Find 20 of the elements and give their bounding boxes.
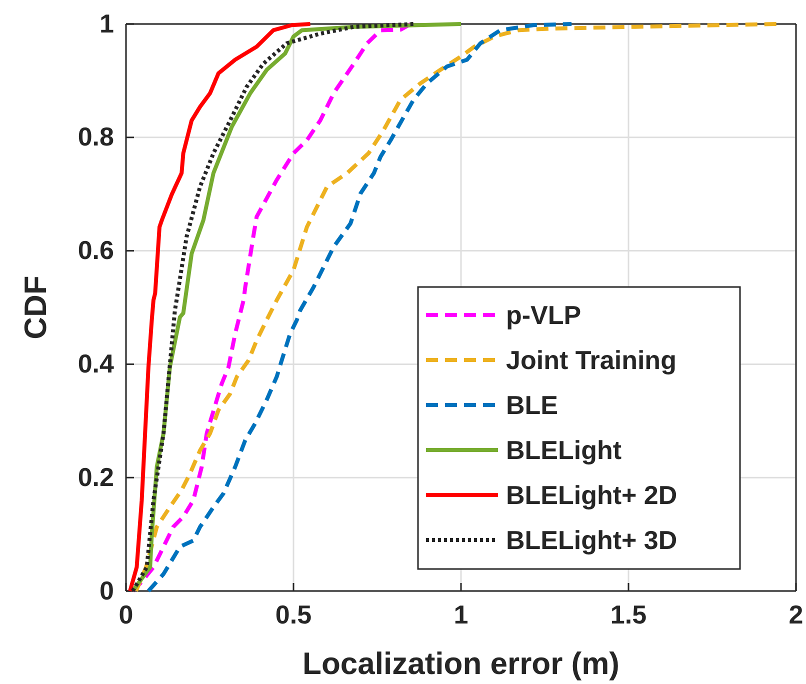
x-tick-label: 0.5 <box>275 599 312 630</box>
y-tick-label: 0.4 <box>78 348 115 379</box>
x-tick-label: 0 <box>118 599 134 630</box>
legend-label: BLELight+ 2D <box>506 480 678 510</box>
y-tick-label: 0.8 <box>78 122 114 152</box>
x-tick-label: 1 <box>454 599 468 630</box>
x-tick-label: 1.5 <box>610 599 647 630</box>
legend-label: BLELight+ 3D <box>506 525 678 555</box>
legend-label: BLE <box>506 390 558 420</box>
line-series <box>128 22 312 593</box>
y-axis-title: CDF <box>18 276 53 340</box>
x-tick-label: 2 <box>788 599 804 630</box>
x-axis-title: Localization error (m) <box>302 646 620 681</box>
legend-label: BLELight <box>506 435 622 465</box>
legend-label: p-VLP <box>506 300 582 330</box>
y-tick-label: 1 <box>100 8 114 38</box>
y-tick-label: 0.2 <box>78 462 114 492</box>
y-tick-label: 0.6 <box>78 235 114 266</box>
y-tick-label: 0 <box>100 575 114 606</box>
legend-label: Joint Training <box>506 345 676 375</box>
